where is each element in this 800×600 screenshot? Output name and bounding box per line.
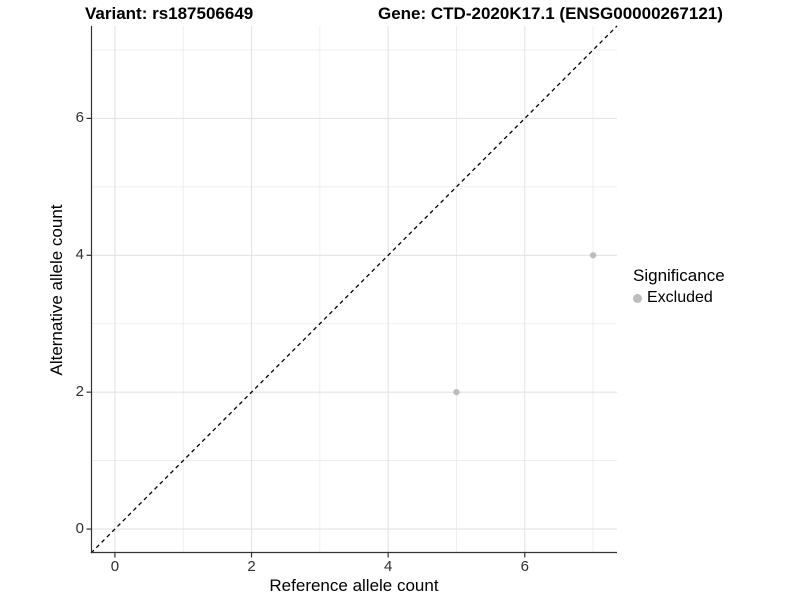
plot-panel [86,25,618,558]
legend: Significance Excluded [633,266,725,307]
legend-key-dot [633,293,642,303]
plot-title-gene: Gene: CTD-2020K17.1 (ENSG00000267121) [378,4,723,23]
legend-title: Significance [633,266,725,285]
x-axis-title: Reference allele count [269,576,439,595]
data-point [453,388,460,396]
identity-dashed-line [90,25,618,554]
plot-title-variant: Variant: rs187506649 [85,4,254,23]
y-tick-label: 2 [75,383,84,401]
legend-item: Excluded [633,289,725,307]
x-tick-label: 6 [520,558,529,575]
x-tick-label: 0 [110,558,120,575]
y-tick-label: 0 [75,520,84,538]
plot-canvas [86,25,618,558]
y-tick-label: 4 [75,246,84,264]
y-tick-label: 6 [75,109,84,127]
legend-item-label: Excluded [647,289,713,306]
x-tick-label: 2 [247,558,256,575]
data-point [589,252,597,259]
legend-items: Excluded [633,289,725,307]
y-axis-title: Alternative allele count [47,204,66,376]
x-tick-label: 4 [383,558,393,575]
